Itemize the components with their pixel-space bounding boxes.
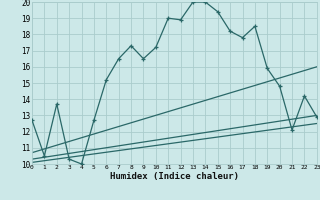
- X-axis label: Humidex (Indice chaleur): Humidex (Indice chaleur): [110, 172, 239, 181]
